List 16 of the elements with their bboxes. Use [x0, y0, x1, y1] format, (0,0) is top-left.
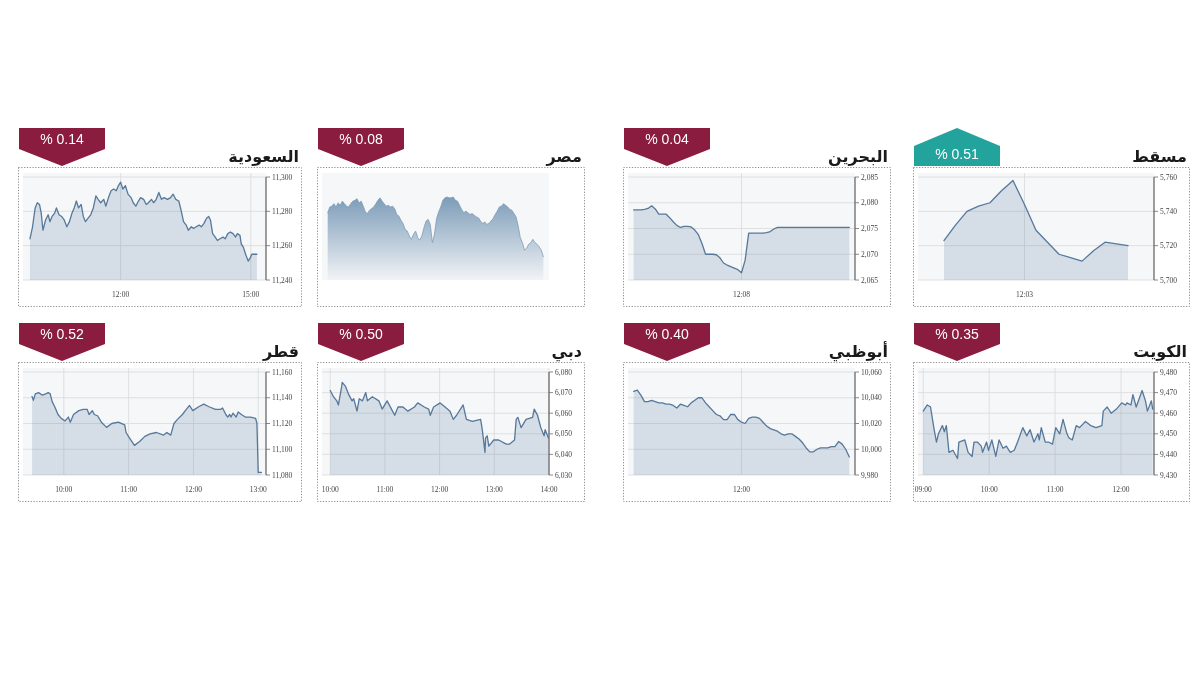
chart-title: دبي: [551, 342, 582, 362]
chart-title: البحرين: [828, 147, 888, 166]
text: % 0.50: [339, 326, 383, 342]
text: % 0.40: [645, 326, 689, 342]
text: % 0.14: [40, 131, 84, 147]
chart-title: الكويت: [1133, 342, 1187, 361]
chart-title: أبوظبي: [828, 341, 888, 362]
text: % 0.51: [935, 146, 979, 162]
chart-title: قطر: [261, 342, 299, 361]
text: % 0.52: [40, 326, 84, 342]
chart-title: مصر: [545, 147, 582, 166]
text: % 0.35: [935, 326, 979, 342]
text: % 0.08: [339, 131, 383, 147]
chart-title: السعودية: [228, 147, 299, 166]
chart-title: مسقط: [1132, 147, 1187, 166]
text: % 0.04: [645, 131, 689, 147]
